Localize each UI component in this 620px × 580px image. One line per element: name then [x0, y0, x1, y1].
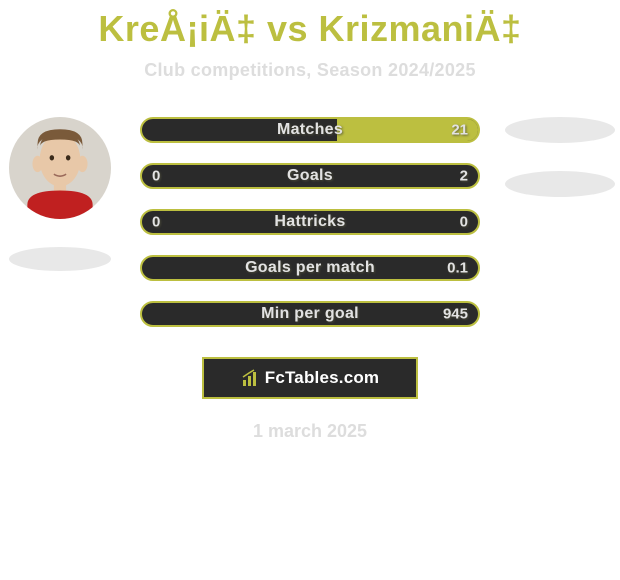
source-logo-box: FcTables.com	[202, 357, 418, 399]
stat-bar-goals: 0 Goals 2	[140, 163, 480, 189]
stat-label: Min per goal	[261, 305, 359, 323]
stat-value-left: 0	[152, 214, 160, 231]
stat-label: Goals per match	[245, 259, 375, 277]
stat-value-right: 2	[460, 168, 468, 185]
stat-label: Goals	[287, 167, 333, 185]
bar-chart-icon	[241, 368, 261, 388]
stat-value-right: 945	[443, 306, 468, 323]
player-left-avatar	[9, 117, 111, 219]
stat-bar-goals-per-match: Goals per match 0.1	[140, 255, 480, 281]
stat-value-right: 21	[451, 122, 468, 139]
player-right-shadow-1	[505, 117, 615, 143]
date-text: 1 march 2025	[0, 421, 620, 442]
player-right-shadow-2	[505, 171, 615, 197]
stat-bar-matches: Matches 21	[140, 117, 480, 143]
stat-bar-hattricks: 0 Hattricks 0	[140, 209, 480, 235]
stat-label: Hattricks	[274, 213, 345, 231]
player-left-shadow	[9, 247, 111, 271]
stat-label: Matches	[277, 121, 343, 139]
stat-value-right: 0.1	[447, 260, 468, 277]
player-right-column	[500, 117, 620, 197]
source-logo-text: FcTables.com	[265, 368, 380, 388]
stat-bar-min-per-goal: Min per goal 945	[140, 301, 480, 327]
subtitle: Club competitions, Season 2024/2025	[0, 60, 620, 81]
stat-value-left: 0	[152, 168, 160, 185]
stat-value-right: 0	[460, 214, 468, 231]
comparison-infographic: KreÅ¡iÄ‡ vs KrizmaniÄ‡ Club competitions…	[0, 0, 620, 580]
page-title: KreÅ¡iÄ‡ vs KrizmaniÄ‡	[0, 0, 620, 50]
stats-area: Matches 21 0 Goals 2 0 Hattricks 0	[0, 117, 620, 327]
avatar-icon	[9, 117, 111, 219]
player-left-column	[0, 117, 120, 271]
stat-bars: Matches 21 0 Goals 2 0 Hattricks 0	[140, 117, 480, 327]
